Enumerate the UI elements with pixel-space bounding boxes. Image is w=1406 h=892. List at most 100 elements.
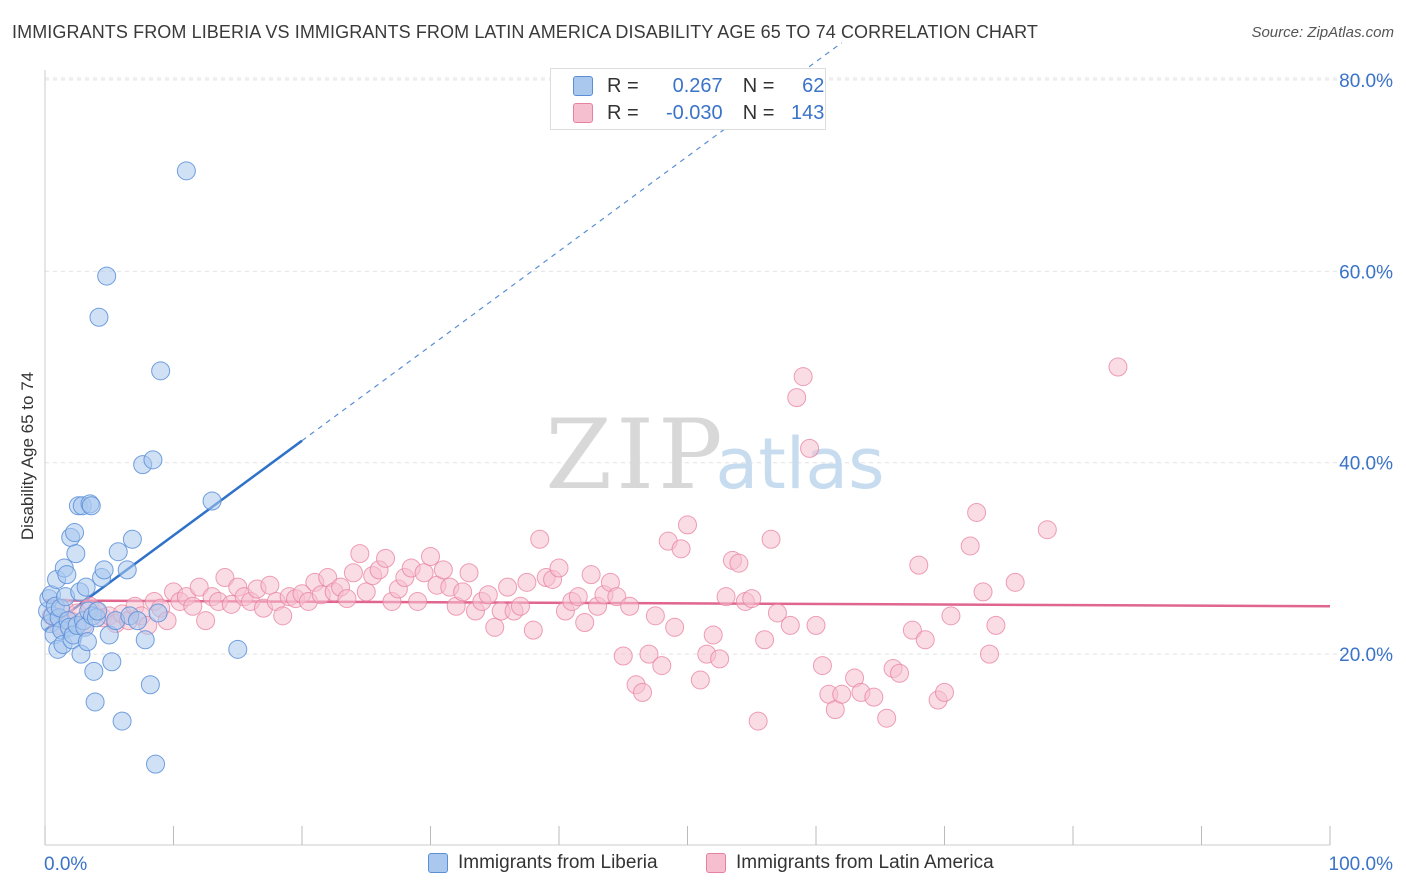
- liberia-point: [228, 639, 248, 659]
- latin-america-point: [575, 613, 595, 633]
- latin-america-point: [941, 606, 961, 626]
- latin-america-point: [890, 663, 910, 683]
- liberia-trend-extension: [301, 42, 843, 442]
- latin-america-point: [787, 388, 807, 408]
- latin-america-point: [761, 529, 781, 549]
- latin-america-point: [485, 617, 505, 637]
- latin-america-point: [748, 711, 768, 731]
- liberia-point: [202, 491, 222, 511]
- legend-item-liberia[interactable]: Immigrants from Liberia: [428, 852, 658, 874]
- y-tick-label: 80.0%: [1339, 71, 1393, 92]
- latin-america-point: [729, 553, 749, 573]
- latin-america-point: [973, 582, 993, 602]
- axes: [44, 70, 1331, 846]
- latin-america-points: [41, 357, 1128, 731]
- latin-america-point: [716, 587, 736, 607]
- r-label: R =: [607, 74, 639, 97]
- r-value-latin-america: -0.030: [665, 101, 723, 124]
- liberia-legend-swatch: [428, 853, 448, 873]
- latin-america-point: [376, 548, 396, 568]
- liberia-point: [94, 560, 114, 580]
- liberia-point: [102, 652, 122, 672]
- n-label: N =: [742, 101, 775, 124]
- latin-america-point: [645, 606, 665, 626]
- latin-america-point: [986, 615, 1006, 635]
- latin-america-point: [639, 644, 659, 664]
- latin-america-point: [793, 367, 813, 387]
- stats-row-liberia: R = 0.267 N = 62: [573, 72, 824, 100]
- latin-america-swatch: [573, 103, 593, 123]
- latin-america-point: [183, 596, 203, 616]
- latin-america-point: [755, 630, 775, 650]
- latin-america-point: [215, 568, 235, 588]
- latin-america-point: [408, 591, 428, 611]
- latin-america-point: [478, 585, 498, 605]
- latin-america-point: [189, 577, 209, 597]
- liberia-point: [108, 542, 128, 562]
- liberia-point: [143, 450, 163, 470]
- liberia-point: [146, 754, 166, 774]
- stats-row-latin-america: R = -0.030 N = 143: [573, 99, 824, 127]
- liberia-point: [135, 630, 155, 650]
- latin-america-point: [915, 630, 935, 650]
- latin-america-point: [1037, 520, 1057, 540]
- latin-america-point: [356, 582, 376, 602]
- latin-america-point: [967, 502, 987, 522]
- liberia-point: [97, 266, 117, 286]
- liberia-point: [176, 161, 196, 181]
- latin-america-point: [568, 587, 588, 607]
- latin-america-point: [530, 529, 550, 549]
- legend-label-liberia: Immigrants from Liberia: [458, 852, 658, 873]
- latin-america-point: [767, 603, 787, 623]
- source-label: Source: ZipAtlas.com: [1251, 24, 1394, 41]
- watermark: ZIP atlas: [545, 399, 884, 511]
- liberia-point: [151, 361, 171, 381]
- liberia-point: [88, 601, 108, 621]
- latin-america-point: [806, 615, 826, 635]
- latin-america-point: [690, 670, 710, 690]
- latin-america-point: [710, 649, 730, 669]
- chart-title: IMMIGRANTS FROM LIBERIA VS IMMIGRANTS FR…: [12, 22, 1038, 42]
- y-tick-label: 60.0%: [1339, 262, 1393, 283]
- latin-america-point: [935, 682, 954, 702]
- latin-america-point: [678, 515, 697, 535]
- latin-america-point: [902, 620, 922, 640]
- r-label: R =: [607, 101, 639, 124]
- latin-america-point: [1108, 357, 1128, 377]
- watermark-atlas: atlas: [715, 423, 884, 505]
- liberia-point: [57, 565, 77, 585]
- latin-america-point: [581, 565, 601, 585]
- r-value-liberia: 0.267: [672, 74, 723, 97]
- latin-america-point: [1005, 572, 1025, 592]
- latin-america-point: [960, 536, 980, 556]
- latin-america-point: [620, 596, 640, 616]
- latin-america-point: [671, 539, 691, 559]
- latin-america-point: [703, 625, 723, 645]
- x-tick-label-max: 100.0%: [1329, 854, 1394, 875]
- latin-america-point: [909, 555, 929, 575]
- liberia-point: [140, 675, 160, 695]
- liberia-point: [148, 603, 168, 623]
- liberia-point: [122, 529, 142, 549]
- latin-america-point: [877, 708, 897, 728]
- liberia-point: [112, 711, 132, 731]
- liberia-point: [128, 611, 148, 631]
- latin-america-point: [607, 587, 627, 607]
- latin-america-legend-swatch: [706, 853, 726, 873]
- latin-america-point: [979, 644, 999, 664]
- liberia-point: [77, 632, 97, 652]
- latin-america-point: [812, 656, 832, 676]
- legend-item-latin-america[interactable]: Immigrants from Latin America: [706, 852, 994, 874]
- liberia-point: [85, 692, 105, 712]
- latin-america-point: [652, 656, 672, 676]
- x-tick-label-min: 0.0%: [44, 854, 87, 875]
- latin-america-point: [510, 596, 530, 616]
- latin-america-point: [780, 615, 800, 635]
- y-axis-label: Disability Age 65 to 74: [18, 372, 37, 540]
- y-tick-label: 20.0%: [1339, 645, 1393, 666]
- liberia-point: [66, 544, 86, 564]
- latin-america-point: [453, 582, 473, 602]
- n-label: N =: [742, 74, 775, 97]
- liberia-point: [89, 307, 109, 327]
